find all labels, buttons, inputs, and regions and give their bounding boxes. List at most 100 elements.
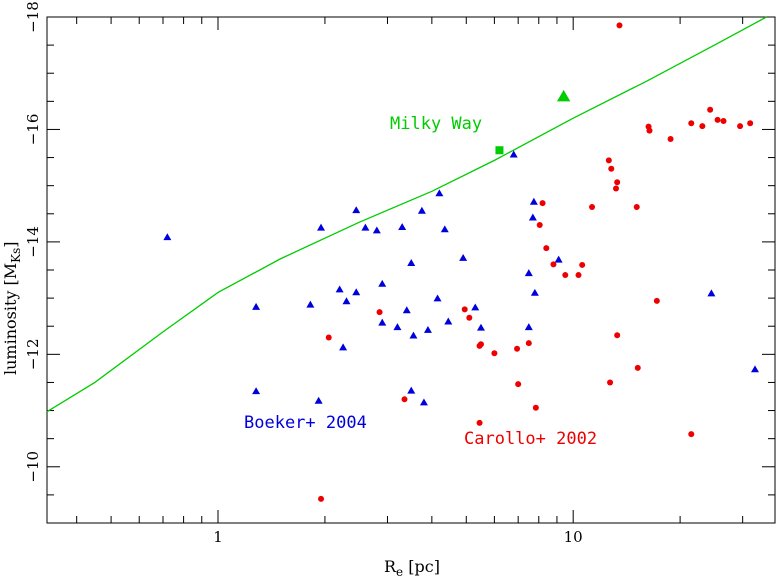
boeker-point <box>306 300 315 308</box>
boeker-point <box>529 197 538 205</box>
x-axis-title: Re [pc] <box>384 557 440 579</box>
boeker-point <box>419 398 428 406</box>
carollo-point <box>461 306 468 313</box>
boeker-point <box>423 325 432 333</box>
carollo-point <box>476 419 483 426</box>
carollo-point <box>613 185 620 192</box>
milky-way-label: Milky Way <box>390 114 482 134</box>
carollo-point <box>491 350 498 357</box>
y-tick-label: −14 <box>24 226 42 258</box>
carollo-point <box>614 179 621 186</box>
carollo-point <box>653 297 660 304</box>
boeker-point <box>361 223 370 231</box>
boeker-point <box>398 223 407 231</box>
data-points <box>163 22 759 502</box>
carollo-point <box>318 495 325 502</box>
carollo-point <box>646 127 653 134</box>
carollo-point <box>514 345 521 352</box>
y-tick-label: −16 <box>24 114 42 146</box>
boeker-point <box>435 189 444 197</box>
carollo-point <box>747 120 754 127</box>
boeker-point <box>433 294 442 302</box>
milky-way-square-marker <box>495 146 504 155</box>
boeker-point <box>509 150 518 158</box>
carollo-point <box>605 157 612 164</box>
x-axis-title-main: R <box>384 557 397 576</box>
carollo-point <box>634 364 641 371</box>
boeker-point <box>407 386 416 394</box>
x-axis-title-sub: e <box>396 565 403 579</box>
y-axis-title-sub: Ks <box>9 248 23 263</box>
tick-labels: 1 10 −10 −12 −14 −16 −18 <box>24 1 583 546</box>
carollo-point <box>688 431 695 438</box>
boeker-label: Boeker+ 2004 <box>244 413 367 433</box>
y-axis-title-main: luminosity [M <box>1 263 20 375</box>
boeker-point <box>459 253 468 261</box>
boeker-point <box>524 323 533 331</box>
boeker-point <box>417 206 426 214</box>
carollo-point <box>325 334 332 341</box>
carollo-point <box>714 116 721 123</box>
boeker-point <box>352 288 361 296</box>
boeker-point <box>317 223 326 231</box>
milky-way-line <box>46 16 767 413</box>
carollo-point <box>539 200 546 207</box>
carollo-label: Carollo+ 2002 <box>464 429 597 449</box>
boeker-point <box>440 225 449 233</box>
carollo-point <box>633 204 640 211</box>
axis-ticks <box>47 16 775 524</box>
carollo-point <box>608 165 615 172</box>
boeker-point <box>407 259 416 266</box>
boeker-point <box>378 279 387 287</box>
boeker-point <box>528 213 537 221</box>
carollo-point <box>589 204 596 211</box>
boeker-point <box>163 233 172 241</box>
boeker-point <box>252 387 261 395</box>
boeker-point <box>409 331 418 339</box>
carollo-point <box>575 272 582 279</box>
x-tick-label: 10 <box>564 528 583 546</box>
x-tick-label: 1 <box>213 528 223 546</box>
y-tick-label: −10 <box>24 451 42 483</box>
boeker-point <box>372 226 381 234</box>
y-tick-label: −12 <box>24 339 42 371</box>
plot-frame <box>46 16 776 524</box>
boeker-point <box>252 302 261 310</box>
boeker-point <box>402 306 411 314</box>
boeker-point <box>530 288 539 296</box>
carollo-point <box>737 123 744 130</box>
boeker-point <box>335 285 344 293</box>
carollo-point <box>466 314 473 321</box>
carollo-point <box>688 120 695 127</box>
y-tick-label: −18 <box>24 1 42 33</box>
carollo-point <box>550 261 557 268</box>
boeker-point <box>444 317 453 325</box>
boeker-point <box>352 206 361 214</box>
boeker-point <box>393 323 402 331</box>
carollo-point <box>707 106 714 113</box>
boeker-point <box>378 318 387 326</box>
boeker-point <box>339 343 348 351</box>
milky-way-triangle-marker <box>556 89 571 102</box>
carollo-point <box>667 136 674 143</box>
boeker-point <box>314 396 323 404</box>
carollo-point <box>699 123 706 130</box>
boeker-point <box>476 323 485 331</box>
boeker-point <box>751 365 759 373</box>
boeker-point <box>471 303 480 311</box>
x-axis-title-rest: [pc] <box>403 557 440 576</box>
carollo-point <box>562 272 569 279</box>
carollo-point <box>515 381 522 388</box>
y-axis-title: luminosity [MKs] <box>1 241 23 375</box>
boeker-point <box>707 289 716 297</box>
carollo-point <box>536 222 543 229</box>
y-axis-title-rest: ] <box>1 241 20 247</box>
carollo-point <box>579 261 586 268</box>
carollo-point <box>525 340 532 347</box>
carollo-point <box>532 404 539 411</box>
boeker-point <box>554 255 563 263</box>
carollo-point <box>614 332 621 339</box>
carollo-point <box>616 22 623 29</box>
carollo-point <box>477 341 484 348</box>
